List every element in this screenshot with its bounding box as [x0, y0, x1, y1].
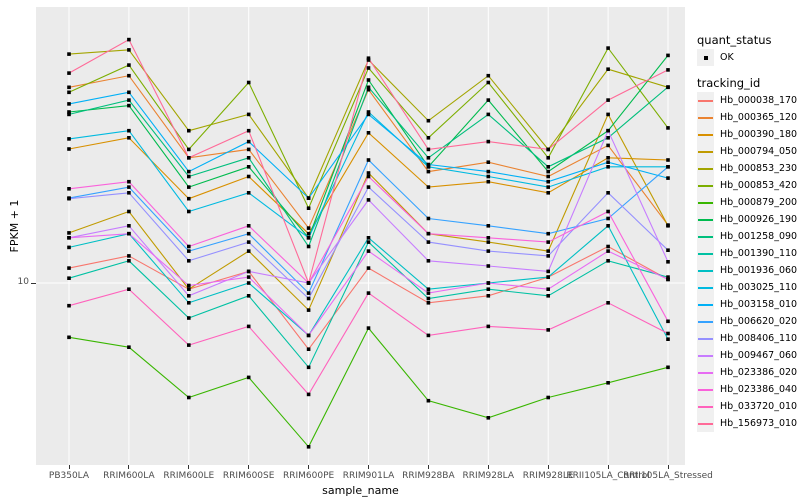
series-line-icon	[697, 347, 714, 364]
legend-entry: Hb_000390_180	[697, 126, 797, 143]
series-line-icon	[697, 109, 714, 126]
legend-entry-label: Hb_001936_060	[720, 265, 798, 276]
legend-entry: Hb_023386_020	[697, 364, 797, 381]
x-tick-mark	[487, 465, 489, 469]
legend-entry-label: Hb_000853_420	[720, 180, 798, 191]
legend-entry: Hb_000853_420	[697, 177, 797, 194]
legend-entry-label: Hb_009467_060	[720, 350, 798, 361]
legend-entry-label: Hb_000794_050	[720, 146, 798, 157]
legend-entry-label: Hb_001390_110	[720, 248, 798, 259]
x-tick-label: RRII105LA_Stressed	[623, 471, 713, 481]
legend-entry-label: Hb_001258_090	[720, 231, 798, 242]
legend-entry: Hb_000926_190	[697, 211, 797, 228]
legend-entry-label: Hb_000390_180	[720, 129, 798, 140]
x-tick-mark	[607, 465, 609, 469]
series-line-icon	[697, 126, 714, 143]
legend-entry-label: Hb_000879_200	[720, 197, 798, 208]
series-line-icon	[697, 381, 714, 398]
x-tick-label: RRIM928LE	[522, 471, 574, 481]
x-tick-label: RRII105LA_Control	[566, 471, 650, 481]
y-tick-label: 10	[17, 277, 29, 287]
legend-tracking-id-title: tracking_id	[697, 76, 761, 90]
series-line-icon	[697, 143, 714, 160]
series-line-icon	[697, 296, 714, 313]
legend-entry: Hb_023386_040	[697, 381, 797, 398]
legend-entry-label: Hb_003158_010	[720, 299, 798, 310]
series-line-icon	[697, 194, 714, 211]
x-tick-mark	[68, 465, 70, 469]
x-tick-label: RRIM600PE	[282, 471, 335, 481]
x-tick-mark	[667, 465, 669, 469]
legend-entry-label: Hb_023386_040	[720, 384, 798, 395]
legend-entry-label: Hb_033720_010	[720, 401, 798, 412]
legend-entry: Hb_006620_020	[697, 313, 797, 330]
legend-entry: Hb_003158_010	[697, 296, 797, 313]
series-line-icon	[697, 177, 714, 194]
legend-entry: Hb_001390_110	[697, 245, 797, 262]
legend-entry: Hb_001936_060	[697, 262, 797, 279]
legend-entry: Hb_003025_110	[697, 279, 797, 296]
series-line-icon	[697, 330, 714, 347]
x-tick-mark	[368, 465, 369, 469]
x-tick-label: RRIM928LA	[462, 471, 515, 481]
series-line-icon	[697, 160, 714, 177]
x-axis-title: sample_name	[322, 484, 399, 497]
legend-entry-label: Hb_000926_190	[720, 214, 798, 225]
series-line-icon	[697, 313, 714, 330]
x-tick-label: RRIM600LA	[103, 471, 155, 481]
legend-entry-label: Hb_000853_230	[720, 163, 798, 174]
legend-quant-status-item: OK	[697, 49, 734, 66]
x-tick-mark	[188, 465, 190, 469]
series-line-icon	[697, 262, 714, 279]
legend-entry: Hb_009467_060	[697, 347, 797, 364]
x-tick-label: RRIM600LE	[163, 471, 215, 481]
x-tick-label: RRIM901LA	[342, 471, 395, 481]
series-line-icon	[697, 279, 714, 296]
legend-entry: Hb_000794_050	[697, 143, 797, 160]
series-line-icon	[697, 211, 714, 228]
plot-panel	[36, 7, 685, 465]
legend-entry-label: Hb_156973_010	[720, 418, 798, 429]
legend-entry: Hb_000365_120	[697, 109, 797, 126]
legend-entry: Hb_033720_010	[697, 398, 797, 415]
legend-entry: Hb_000879_200	[697, 194, 797, 211]
legend-entry-label: Hb_003025_110	[720, 282, 798, 293]
x-tick-mark	[427, 465, 429, 469]
y-tick-mark	[31, 283, 36, 284]
ok-point-icon	[697, 49, 714, 66]
series-line-icon	[697, 364, 714, 381]
legend-entry: Hb_008406_110	[697, 330, 797, 347]
series-line-icon	[697, 228, 714, 245]
legend-entry-label: Hb_000038_170	[720, 95, 798, 106]
x-tick-label: PB350LA	[48, 471, 90, 481]
series-line-icon	[697, 245, 714, 262]
x-tick-label: RRIM600SE	[222, 471, 275, 481]
legend-entry: Hb_000038_170	[697, 92, 797, 109]
series-line-icon	[697, 415, 714, 432]
x-tick-label: RRIM928BA	[402, 471, 455, 481]
legend-entry-label: Hb_006620_020	[720, 316, 798, 327]
legend-entry-label: Hb_008406_110	[720, 333, 798, 344]
y-axis-title: FPKM + 1	[8, 199, 21, 253]
legend-quant-status-label: OK	[720, 52, 734, 63]
x-tick-mark	[308, 465, 310, 469]
legend-quant-status-title: quant_status	[697, 33, 772, 47]
legend-entry: Hb_001258_090	[697, 228, 797, 245]
x-tick-mark	[547, 465, 549, 469]
series-line-icon	[697, 398, 714, 415]
legend-entry: Hb_156973_010	[697, 415, 797, 432]
x-tick-mark	[248, 465, 250, 469]
series-line-icon	[697, 92, 714, 109]
legend-entry-label: Hb_023386_020	[720, 367, 798, 378]
legend-entry-label: Hb_000365_120	[720, 112, 798, 123]
plot-lines-svg	[36, 7, 685, 465]
x-tick-mark	[128, 465, 130, 469]
legend-entry: Hb_000853_230	[697, 160, 797, 177]
